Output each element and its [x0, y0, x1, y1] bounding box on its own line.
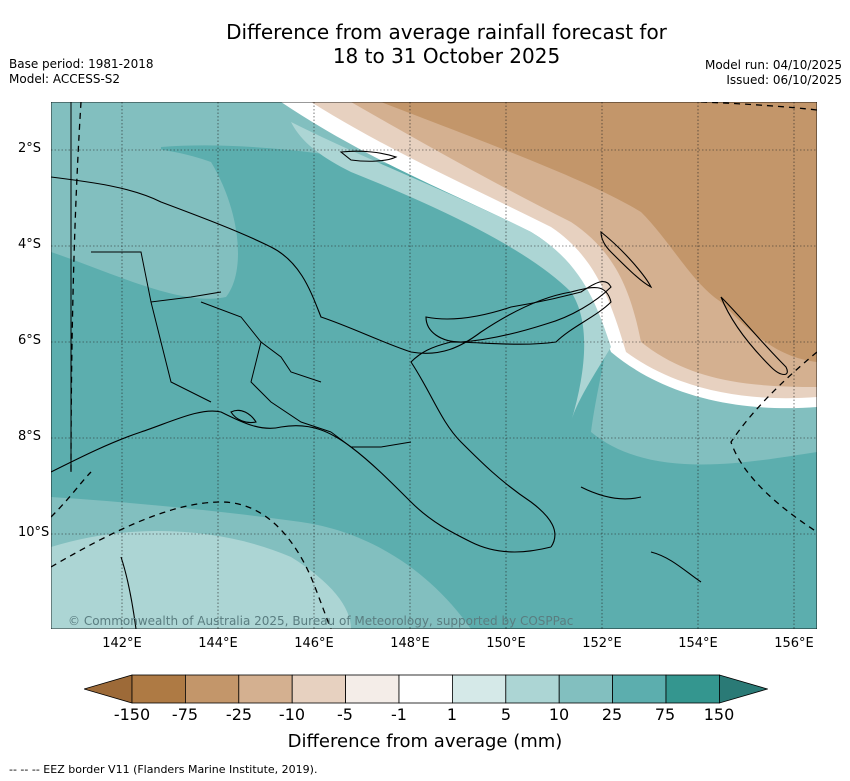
cb-label-4: -5: [337, 705, 353, 724]
x-tick-154e: 154°E: [678, 636, 718, 651]
cb-label-5: -1: [391, 705, 407, 724]
y-tick-10s: 10°S: [18, 525, 50, 540]
cb-label-6: 1: [446, 705, 458, 724]
y-tick-4s: 4°S: [18, 237, 42, 252]
cb-cell-10: [612, 674, 667, 704]
issued-date: Issued: 06/10/2025: [726, 73, 842, 87]
x-tick-148e: 148°E: [390, 636, 430, 651]
model-info: Base period: 1981-2018 Model: ACCESS-S2: [9, 57, 154, 87]
anomaly-5-10-west: [51, 142, 238, 299]
cb-label-1: -75: [171, 705, 199, 724]
cb-extend-low: [84, 674, 133, 704]
cb-cell-4: [291, 674, 346, 704]
cb-cell-5: [345, 674, 400, 704]
cb-label-11: 150: [703, 705, 735, 724]
cb-cell-9: [558, 674, 614, 704]
title-line-2: 18 to 31 October 2025: [332, 44, 561, 68]
model-run-date: Model run: 04/10/2025: [704, 58, 842, 72]
model-name: Model: ACCESS-S2: [9, 72, 121, 86]
cb-label-2: -25: [225, 705, 253, 724]
cb-label-8: 10: [548, 705, 570, 724]
x-tick-152e: 152°E: [582, 636, 622, 651]
eez-legend: -- -- -- EEZ border V11 (Flanders Marine…: [9, 763, 318, 776]
colorbar-title: Difference from average (mm): [287, 731, 563, 752]
x-tick-150e: 150°E: [486, 636, 526, 651]
cb-label-3: -10: [278, 705, 306, 724]
cb-cell-6: [398, 674, 453, 704]
cb-cell-1: [131, 674, 186, 704]
colorbar: [84, 674, 768, 704]
coastline: [51, 150, 788, 629]
cb-cell-11: [665, 674, 720, 704]
eez-border: [51, 102, 817, 629]
cb-cell-7: [451, 674, 507, 704]
cb-cell-3: [238, 674, 293, 704]
graticule: [51, 102, 817, 629]
cb-label-7: 5: [500, 705, 512, 724]
x-tick-146e: 146°E: [294, 636, 334, 651]
x-tick-142e: 142°E: [102, 636, 142, 651]
anomaly-1-5-band: [291, 122, 611, 422]
rainfall-anomaly-map: [51, 102, 817, 629]
cb-extend-high: [719, 674, 768, 704]
cb-cell-8: [505, 674, 560, 704]
y-tick-2s: 2°S: [18, 141, 42, 156]
x-tick-156e: 156°E: [774, 636, 814, 651]
y-tick-8s: 8°S: [18, 429, 42, 444]
anomaly-10-25: [51, 145, 817, 629]
anomaly-brown: [381, 102, 817, 362]
copyright-credit: © Commonwealth of Australia 2025, Bureau…: [68, 614, 574, 628]
run-info: Model run: 04/10/2025 Issued: 06/10/2025: [705, 58, 842, 88]
cb-cell-2: [185, 674, 240, 704]
y-tick-6s: 6°S: [18, 333, 42, 348]
anomaly-1-5-sw: [51, 530, 351, 629]
map-title: Difference from average rainfall forecas…: [0, 20, 850, 68]
cb-label-10: 75: [654, 705, 676, 724]
cb-label-9: 25: [601, 705, 623, 724]
title-line-1: Difference from average rainfall forecas…: [226, 20, 667, 44]
base-period: Base period: 1981-2018: [9, 57, 154, 71]
x-tick-144e: 144°E: [198, 636, 238, 651]
cb-label-0: -150: [113, 705, 151, 724]
